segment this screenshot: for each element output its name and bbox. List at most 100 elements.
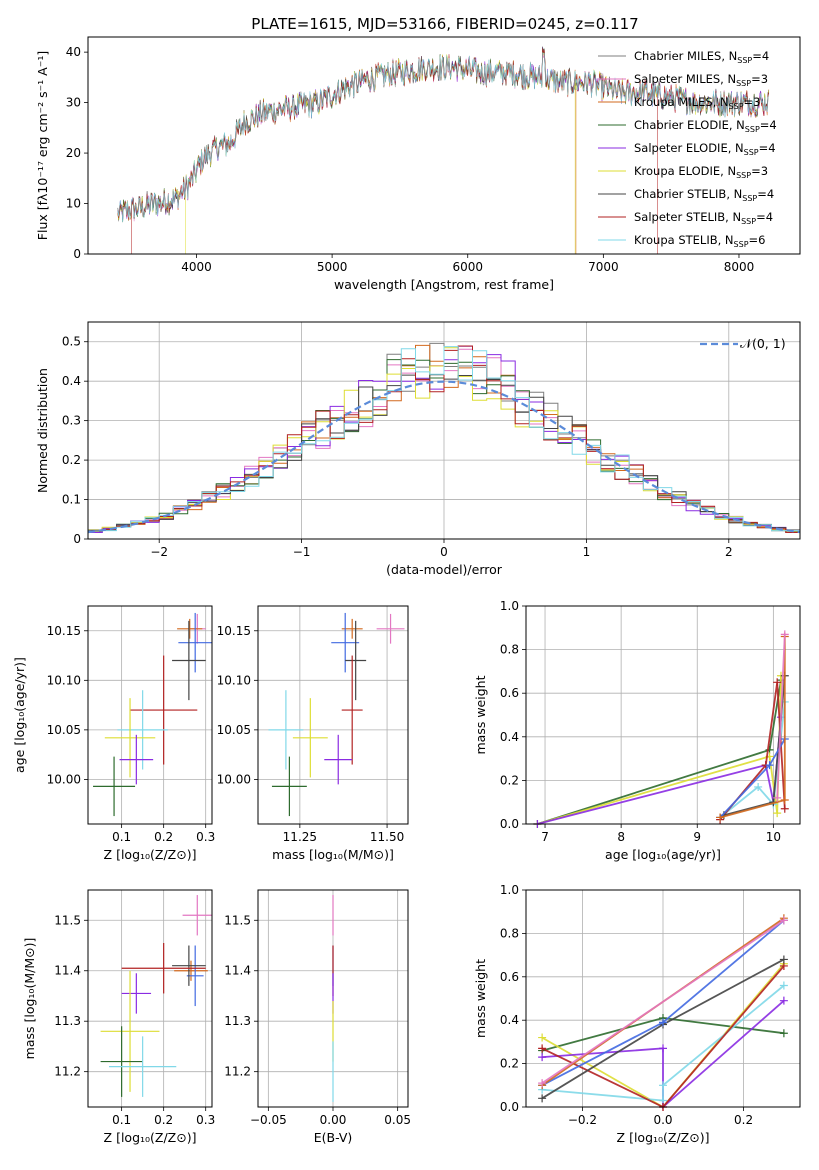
weight_vs_age-ytick-label: 1.0	[500, 599, 519, 613]
mass_vs_Z-point	[100, 970, 160, 1092]
weight_vs_age-xtick-label: 9	[693, 830, 701, 844]
weight_vs_Z-marker	[538, 1053, 547, 1062]
age_vs_mass-point	[271, 756, 307, 817]
age_vs_mass-frame	[257, 605, 409, 825]
age_vs_Z-xtick-label: 0.3	[196, 830, 215, 844]
age_vs_Z-point	[119, 734, 154, 785]
mass_vs_ebv-xtick-label: 0.00	[320, 1113, 347, 1127]
mass_vs_ebv-ytick-label: 11.2	[224, 1065, 251, 1079]
mass_vs_Z-ylabel: mass [log₁₀(M/M⊙)]	[22, 938, 37, 1060]
histogram-8	[88, 346, 800, 539]
weight_vs_age-marker	[780, 804, 789, 813]
mass_vs_ebv-xtick-label: 0.05	[384, 1113, 411, 1127]
weight_vs_Z-marker	[659, 1081, 667, 1090]
mass_vs_ebv-xtick-label: −0.05	[250, 1113, 287, 1127]
age_vs_Z-ytick-label: 10.05	[47, 723, 81, 737]
weight_vs_Z-series-8	[541, 919, 785, 1084]
weight_vs_Z-marker	[538, 1044, 547, 1053]
residuals-xtick-label: 1	[583, 545, 591, 559]
age_vs_Z-point	[93, 756, 136, 817]
residuals-xtick-label: 0	[440, 545, 448, 559]
age_vs_Z-ytick-label: 10.00	[47, 772, 81, 786]
age_vs_mass-axes: 11.25 11.50 10.00 10.05 10.10 10.15 mass [log₁…	[217, 606, 408, 862]
weight_vs_age-marker	[773, 809, 782, 818]
age_vs_Z-point	[104, 698, 156, 778]
weight_vs_age-ytick-label: 0.6	[500, 686, 519, 700]
mass_vs_Z-point	[100, 1026, 143, 1097]
spectrum-xtick-label: 4000	[181, 260, 212, 274]
weight_vs_Z-ytick-label: 0.8	[500, 926, 519, 940]
age_vs_mass-ytick-label: 10.10	[217, 673, 251, 687]
weight_vs_Z-marker	[538, 1079, 547, 1088]
spectrum-ylabel: Flux [fλ10⁻¹⁷ erg cm⁻² s⁻¹ A⁻¹]	[35, 51, 50, 240]
weight_vs_age-series-0	[537, 679, 782, 825]
mass_vs_ebv-ytick-label: 11.5	[224, 913, 251, 927]
mass_vs_Z-xtick-label: 0.2	[154, 1113, 173, 1127]
weight_vs_age-marker	[780, 630, 789, 639]
spectrum-frame	[87, 36, 801, 255]
weight_vs_age-xtick-label: 10	[766, 830, 781, 844]
legend-entry-8: Kroupa STELIB, NSSP=6	[634, 233, 765, 249]
age_vs_Z-xtick-label: 0.1	[112, 830, 131, 844]
mass_vs_ebv-ytick-label: 11.4	[224, 964, 251, 978]
spectrum-xtick-label: 8000	[724, 260, 755, 274]
age_vs_Z-ytick-label: 10.15	[47, 624, 81, 638]
weight_vs_Z-marker	[779, 1029, 788, 1038]
age_vs_Z-axes: 0.1 0.2 0.3 10.00 10.05 10.10 10.15 Z [log₁₀(Z/…	[12, 606, 215, 862]
spectrum-xtick-label: 5000	[317, 260, 348, 274]
mass_vs_Z-ytick-label: 11.4	[54, 964, 81, 978]
legend-entry-5: Kroupa ELODIE, NSSP=3	[634, 164, 768, 180]
spectrum-ytick-label: 10	[66, 197, 81, 211]
mass_vs_Z-xlabel: Z [log₁₀(Z/Z⊙)]	[104, 1130, 197, 1145]
residuals-ytick-label: 0.1	[62, 493, 81, 507]
mass_vs_ebv-ytick-label: 11.3	[224, 1014, 251, 1028]
weight_vs_Z-marker	[659, 1018, 667, 1027]
mass_vs_Z-point	[121, 973, 152, 1014]
weight_vs_Z-marker	[779, 955, 788, 964]
weight_vs_age-marker	[780, 796, 789, 805]
age_vs_Z-point	[177, 618, 203, 639]
weight_vs_Z-ylabel: mass weight	[473, 959, 488, 1038]
weight_vs_age-xtick-label: 8	[617, 830, 625, 844]
weight_vs_Z-marker	[538, 1094, 547, 1103]
age_vs_mass-point	[341, 655, 363, 765]
residuals-legend-label: 𝒩(0, 1)	[740, 336, 786, 351]
mass_vs_Z-point	[121, 942, 206, 994]
weight_vs_age-series-8	[776, 634, 786, 798]
residuals-ytick-label: 0.2	[62, 453, 81, 467]
residuals-frame	[87, 321, 801, 540]
mass_vs_Z-ytick-label: 11.5	[54, 913, 81, 927]
mass_vs_Z-xtick-label: 0.1	[112, 1113, 131, 1127]
age_vs_mass-ytick-label: 10.00	[217, 772, 251, 786]
weight_vs_Z-marker	[779, 981, 788, 990]
weight_vs_age-ylabel: mass weight	[473, 675, 488, 754]
weight_vs_age-ytick-label: 0.0	[500, 817, 519, 831]
mass_vs_Z-xtick-label: 0.3	[196, 1113, 215, 1127]
mass_vs_Z-point	[109, 1036, 177, 1097]
weight_vs_Z-xlabel: Z [log₁₀(Z/Z⊙)]	[617, 1130, 710, 1145]
figure-title: PLATE=1615, MJD=53166, FIBERID=0245, z=0…	[251, 15, 638, 33]
age_vs_mass-xtick-label: 11.25	[283, 830, 317, 844]
residuals-ytick-label: 0.5	[62, 335, 81, 349]
mass_vs_ebv-xlabel: E(B-V)	[314, 1130, 353, 1145]
weight_vs_Z-xtick-label: 0.2	[734, 1113, 753, 1127]
weight_vs_Z-xtick-label: 0.0	[653, 1113, 672, 1127]
plot-layer: 4000 5000 6000 7000 8000010203040wavelength …	[12, 36, 801, 1145]
age_vs_Z-point	[130, 655, 198, 765]
age_vs_Z-ylabel: age [log₁₀(age/yr)]	[12, 657, 27, 773]
residuals-xtick-label: 2	[725, 545, 733, 559]
legend-entry-7: Salpeter STELIB, NSSP=4	[634, 210, 773, 226]
age_vs_Z-ytick-label: 10.10	[47, 673, 81, 687]
age_vs_Z-frame	[87, 605, 213, 825]
spectrum-xtick-label: 7000	[588, 260, 619, 274]
weight_vs_age-ytick-label: 0.2	[500, 773, 519, 787]
weight_vs_Z-marker	[779, 916, 788, 925]
gaussian-curve	[88, 380, 800, 534]
weight_vs_Z-marker	[779, 996, 788, 1005]
residuals-xtick-label: −1	[293, 545, 311, 559]
weight_vs_Z-frame	[525, 889, 801, 1108]
age_vs_mass-xlabel: mass [log₁₀(M/M⊙)]	[272, 847, 394, 862]
age_vs_Z-xlabel: Z [log₁₀(Z/Z⊙)]	[104, 847, 197, 862]
age_vs_mass-point	[268, 690, 304, 770]
